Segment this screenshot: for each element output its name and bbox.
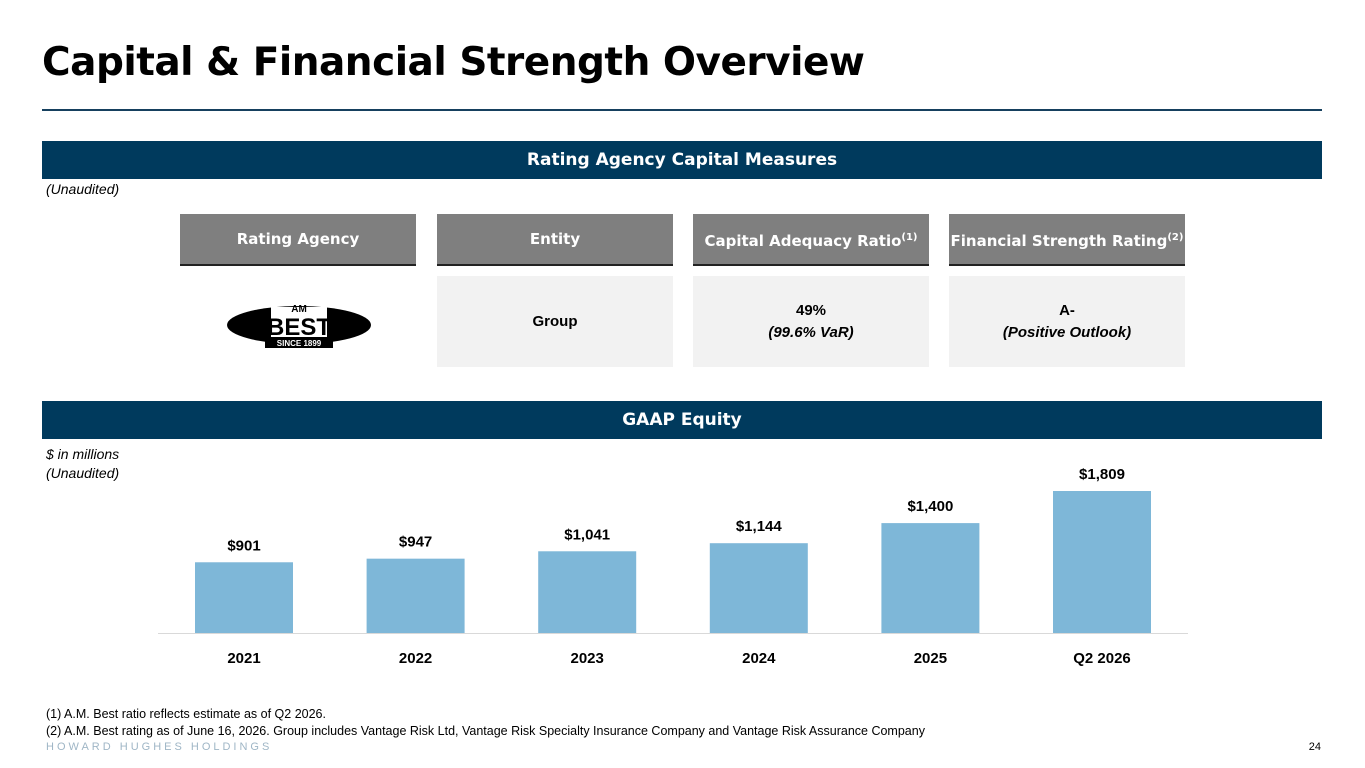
bar-2024 xyxy=(709,543,808,633)
equity-unaudited-note: (Unaudited) xyxy=(46,465,120,481)
header-rating-agency: Rating Agency xyxy=(180,214,416,266)
fsr-value: A- xyxy=(1059,301,1075,319)
cell-financial-strength-rating: A- (Positive Outlook) xyxy=(949,276,1185,367)
title-divider xyxy=(42,109,1322,111)
category-label-2023: 2023 xyxy=(571,650,604,667)
header-capital-adequacy-ratio: Capital Adequacy Ratio(1) xyxy=(693,214,929,266)
svg-text:BEST: BEST xyxy=(267,314,331,341)
cell-entity: Group xyxy=(437,276,673,367)
bar-2021 xyxy=(195,562,293,633)
entity-value: Group xyxy=(532,312,578,330)
am-best-logo: AM BEST SINCE 1899 xyxy=(225,297,373,354)
category-label-2022: 2022 xyxy=(399,650,432,667)
car-detail: (99.6% VaR) xyxy=(768,323,854,341)
gaap-equity-section-header: GAAP Equity xyxy=(42,401,1322,439)
category-label-2025: 2025 xyxy=(914,650,947,667)
footnote-1: (1) A.M. Best ratio reflects estimate as… xyxy=(46,707,326,721)
bar-value-label-2025: $1,400 xyxy=(907,498,953,515)
category-label-q2-2026: Q2 2026 xyxy=(1073,650,1131,667)
car-header-label: Capital Adequacy Ratio xyxy=(704,231,902,250)
bar-value-label-2024: $1,144 xyxy=(736,518,783,535)
svg-text:AM: AM xyxy=(291,304,307,315)
fsr-header-label: Financial Strength Rating xyxy=(950,231,1168,250)
category-label-2024: 2024 xyxy=(742,650,776,667)
bar-q2-2026 xyxy=(1053,491,1151,633)
bar-2022 xyxy=(366,558,465,633)
car-footnote-ref: (1) xyxy=(901,231,918,243)
bar-value-label-2022: $947 xyxy=(399,534,432,551)
bar-value-label-2023: $1,041 xyxy=(564,526,610,543)
rating-section-header: Rating Agency Capital Measures xyxy=(42,141,1322,179)
bar-value-label-2021: $901 xyxy=(227,537,260,554)
fsr-footnote-ref: (2) xyxy=(1167,231,1184,243)
header-financial-strength-rating: Financial Strength Rating(2) xyxy=(949,214,1185,266)
bar-2023 xyxy=(538,551,637,633)
car-value: 49% xyxy=(795,301,827,319)
page-title: Capital & Financial Strength Overview xyxy=(42,40,865,85)
brand-footer: HOWARD HUGHES HOLDINGS xyxy=(46,741,273,753)
category-label-2021: 2021 xyxy=(227,650,260,667)
rating-unaudited-note: (Unaudited) xyxy=(46,181,120,197)
footnote-2: (2) A.M. Best rating as of June 16, 2026… xyxy=(46,724,925,738)
bar-value-label-q2-2026: $1,809 xyxy=(1079,466,1125,483)
page-number: 24 xyxy=(1308,741,1321,753)
bar-2025 xyxy=(881,523,980,633)
fsr-detail: (Positive Outlook) xyxy=(1002,323,1132,341)
cell-capital-adequacy-ratio: 49% (99.6% VaR) xyxy=(693,276,929,367)
footnotes: (1) A.M. Best ratio reflects estimate as… xyxy=(46,706,925,740)
units-note: $ in millions xyxy=(46,446,120,462)
header-entity: Entity xyxy=(437,214,673,266)
svg-text:SINCE 1899: SINCE 1899 xyxy=(277,339,322,348)
